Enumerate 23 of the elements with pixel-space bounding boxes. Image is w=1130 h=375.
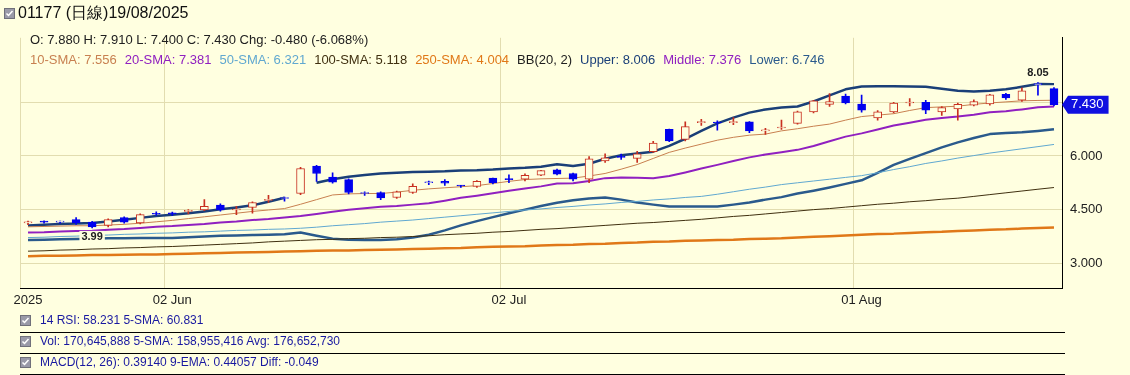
y-tick-label: 6.000: [1070, 147, 1103, 163]
text: 20-SMA: 7.381: [124, 52, 212, 67]
y-tick-label: 4.500: [1070, 201, 1103, 217]
text: Upper: 8.006: [580, 52, 656, 67]
x-tick-label: 02 Jun: [152, 291, 192, 307]
annotation: BB(20, 2): [517, 52, 573, 67]
text: MACD(12, 26): 0.39140 9-EMA: 0.44057 Diff: -0.049: [40, 355, 319, 369]
annotation: Middle: 7.376: [663, 52, 742, 67]
x-tick-label: 01 Aug: [841, 291, 882, 307]
annotation: 8.05: [1027, 66, 1049, 79]
text: 14 RSI: 58.231 5-SMA: 60.831: [40, 313, 204, 327]
text: 50-SMA: 6.321: [219, 52, 307, 67]
text: Lower: 6.746: [749, 52, 825, 67]
annotation: O: 7.880 H: 7.910 L: 7.400 C: 7.430 Chg: -0.480 (-6.068%): [30, 32, 369, 47]
y-tick-label: 3.000: [1070, 254, 1103, 270]
text: Vol: 170,645,888 5-SMA: 158,955,416 Avg: 176,652,730: [40, 334, 341, 348]
text: 100-SMA: 5.118: [314, 52, 408, 67]
text: 7.430: [1071, 96, 1104, 112]
x-tick-label: 2025: [13, 291, 43, 307]
x-tick-label: 02 Jul: [491, 291, 527, 307]
text: 250-SMA: 4.004: [415, 52, 510, 67]
text: 10-SMA: 7.556: [30, 52, 117, 67]
chart-title: 01177 (日線)19/08/2025: [17, 3, 189, 23]
